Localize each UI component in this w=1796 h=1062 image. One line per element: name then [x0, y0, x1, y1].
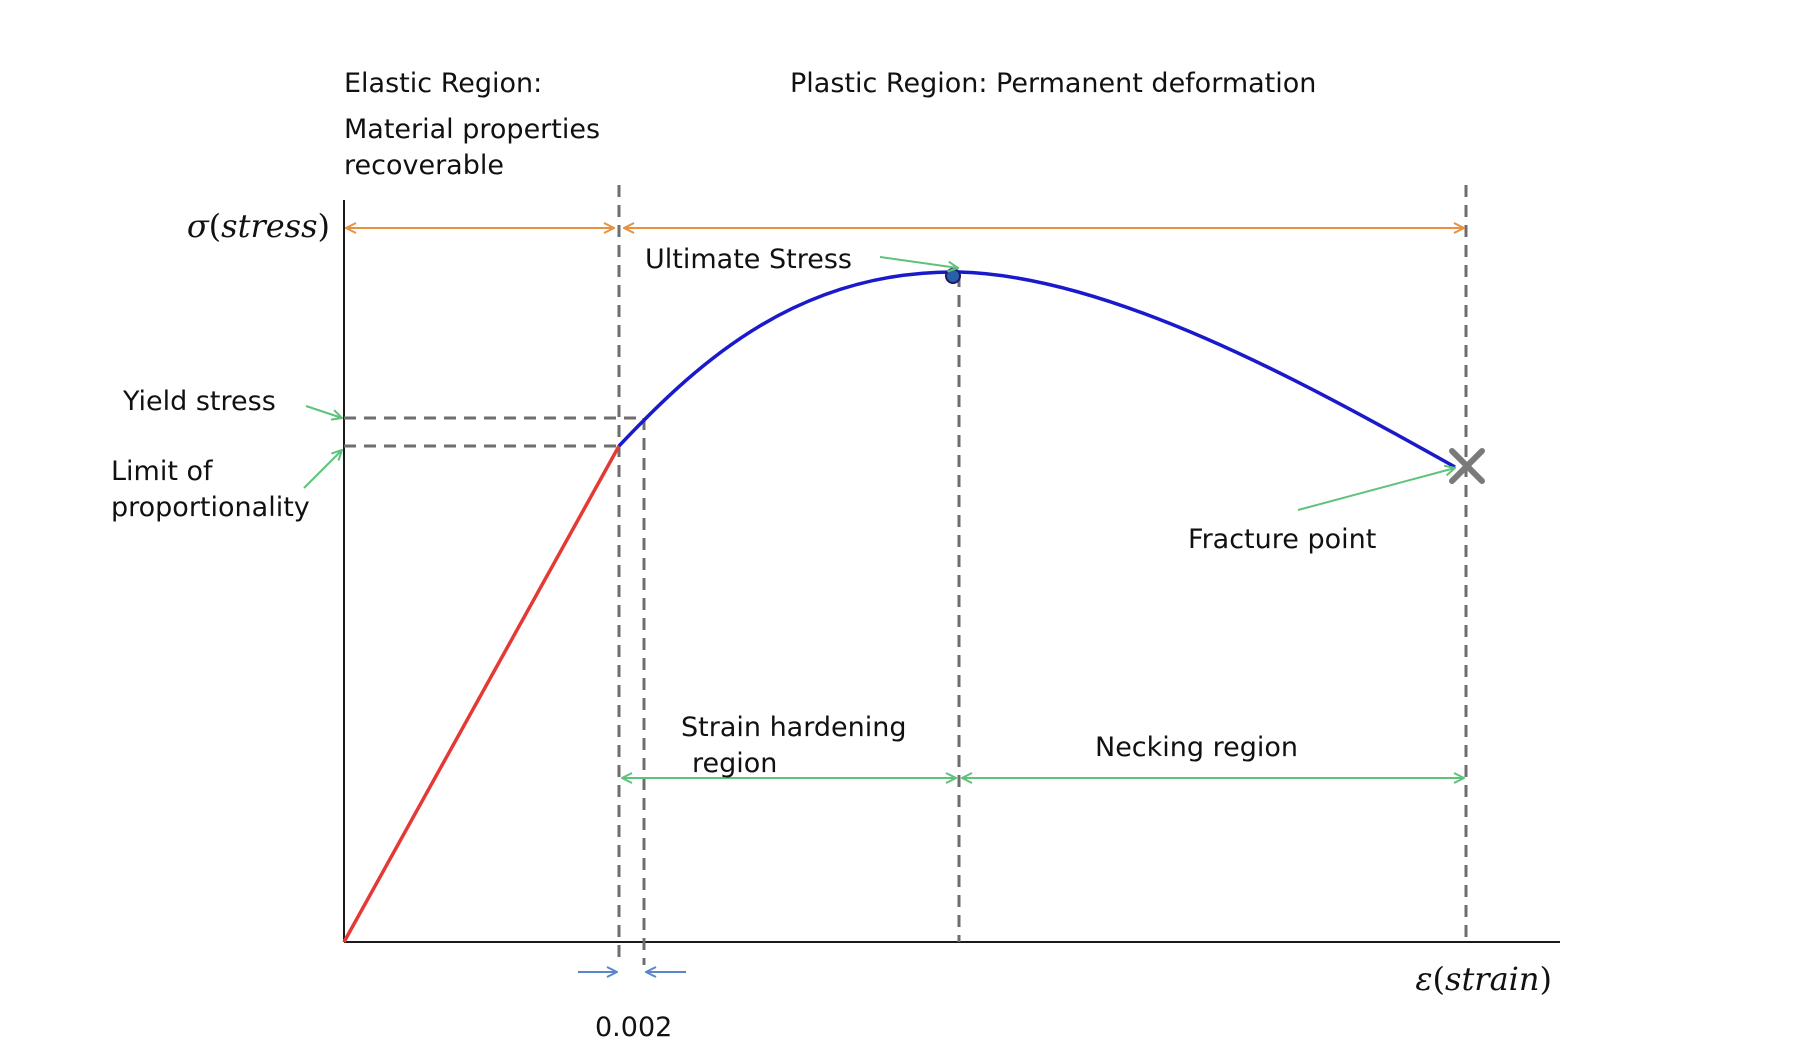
elastic-region-desc-line2: recoverable: [344, 150, 504, 181]
fracture-pointer: [1297, 468, 1455, 511]
fracture-point-label: Fracture point: [1188, 524, 1376, 555]
y-axis-open-paren: (: [209, 207, 221, 245]
y-axis-label: σ(stress): [187, 207, 330, 245]
limit-label-line2: proportionality: [111, 492, 310, 523]
plastic-region-title: Plastic Region: Permanent deformation: [790, 68, 1316, 99]
yield-stress-pointer: [305, 405, 342, 418]
limit-pointer: [303, 450, 342, 489]
ultimate-stress-label: Ultimate Stress: [645, 244, 852, 275]
elastic-region-desc-line1: Material properties: [344, 114, 600, 145]
y-axis-close-paren: ): [318, 207, 330, 245]
limit-label-line1: Limit of: [111, 456, 214, 487]
y-axis-word: stress: [221, 207, 317, 245]
x-axis-open-paren: (: [1433, 960, 1445, 998]
x-axis-close-paren: ): [1540, 960, 1552, 998]
y-axis-symbol: σ: [187, 207, 210, 245]
offset-value-label: 0.002: [595, 1012, 672, 1043]
x-axis-symbol: ε: [1415, 960, 1432, 998]
x-axis-word: strain: [1445, 960, 1540, 998]
strain-hardening-label-line2: region: [692, 748, 777, 779]
plastic-curve: [617, 270, 1456, 469]
ultimate-stress-pointer: [879, 256, 958, 268]
elastic-curve: [342, 445, 621, 943]
necking-region-label: Necking region: [1095, 732, 1298, 763]
x-axis-label: ε(strain): [1415, 960, 1552, 998]
yield-stress-label: Yield stress: [122, 386, 276, 417]
elastic-region-title: Elastic Region:: [344, 68, 542, 99]
ultimate-point-dot-icon: [945, 268, 961, 284]
strain-hardening-label-line1: Strain hardening: [681, 712, 906, 743]
